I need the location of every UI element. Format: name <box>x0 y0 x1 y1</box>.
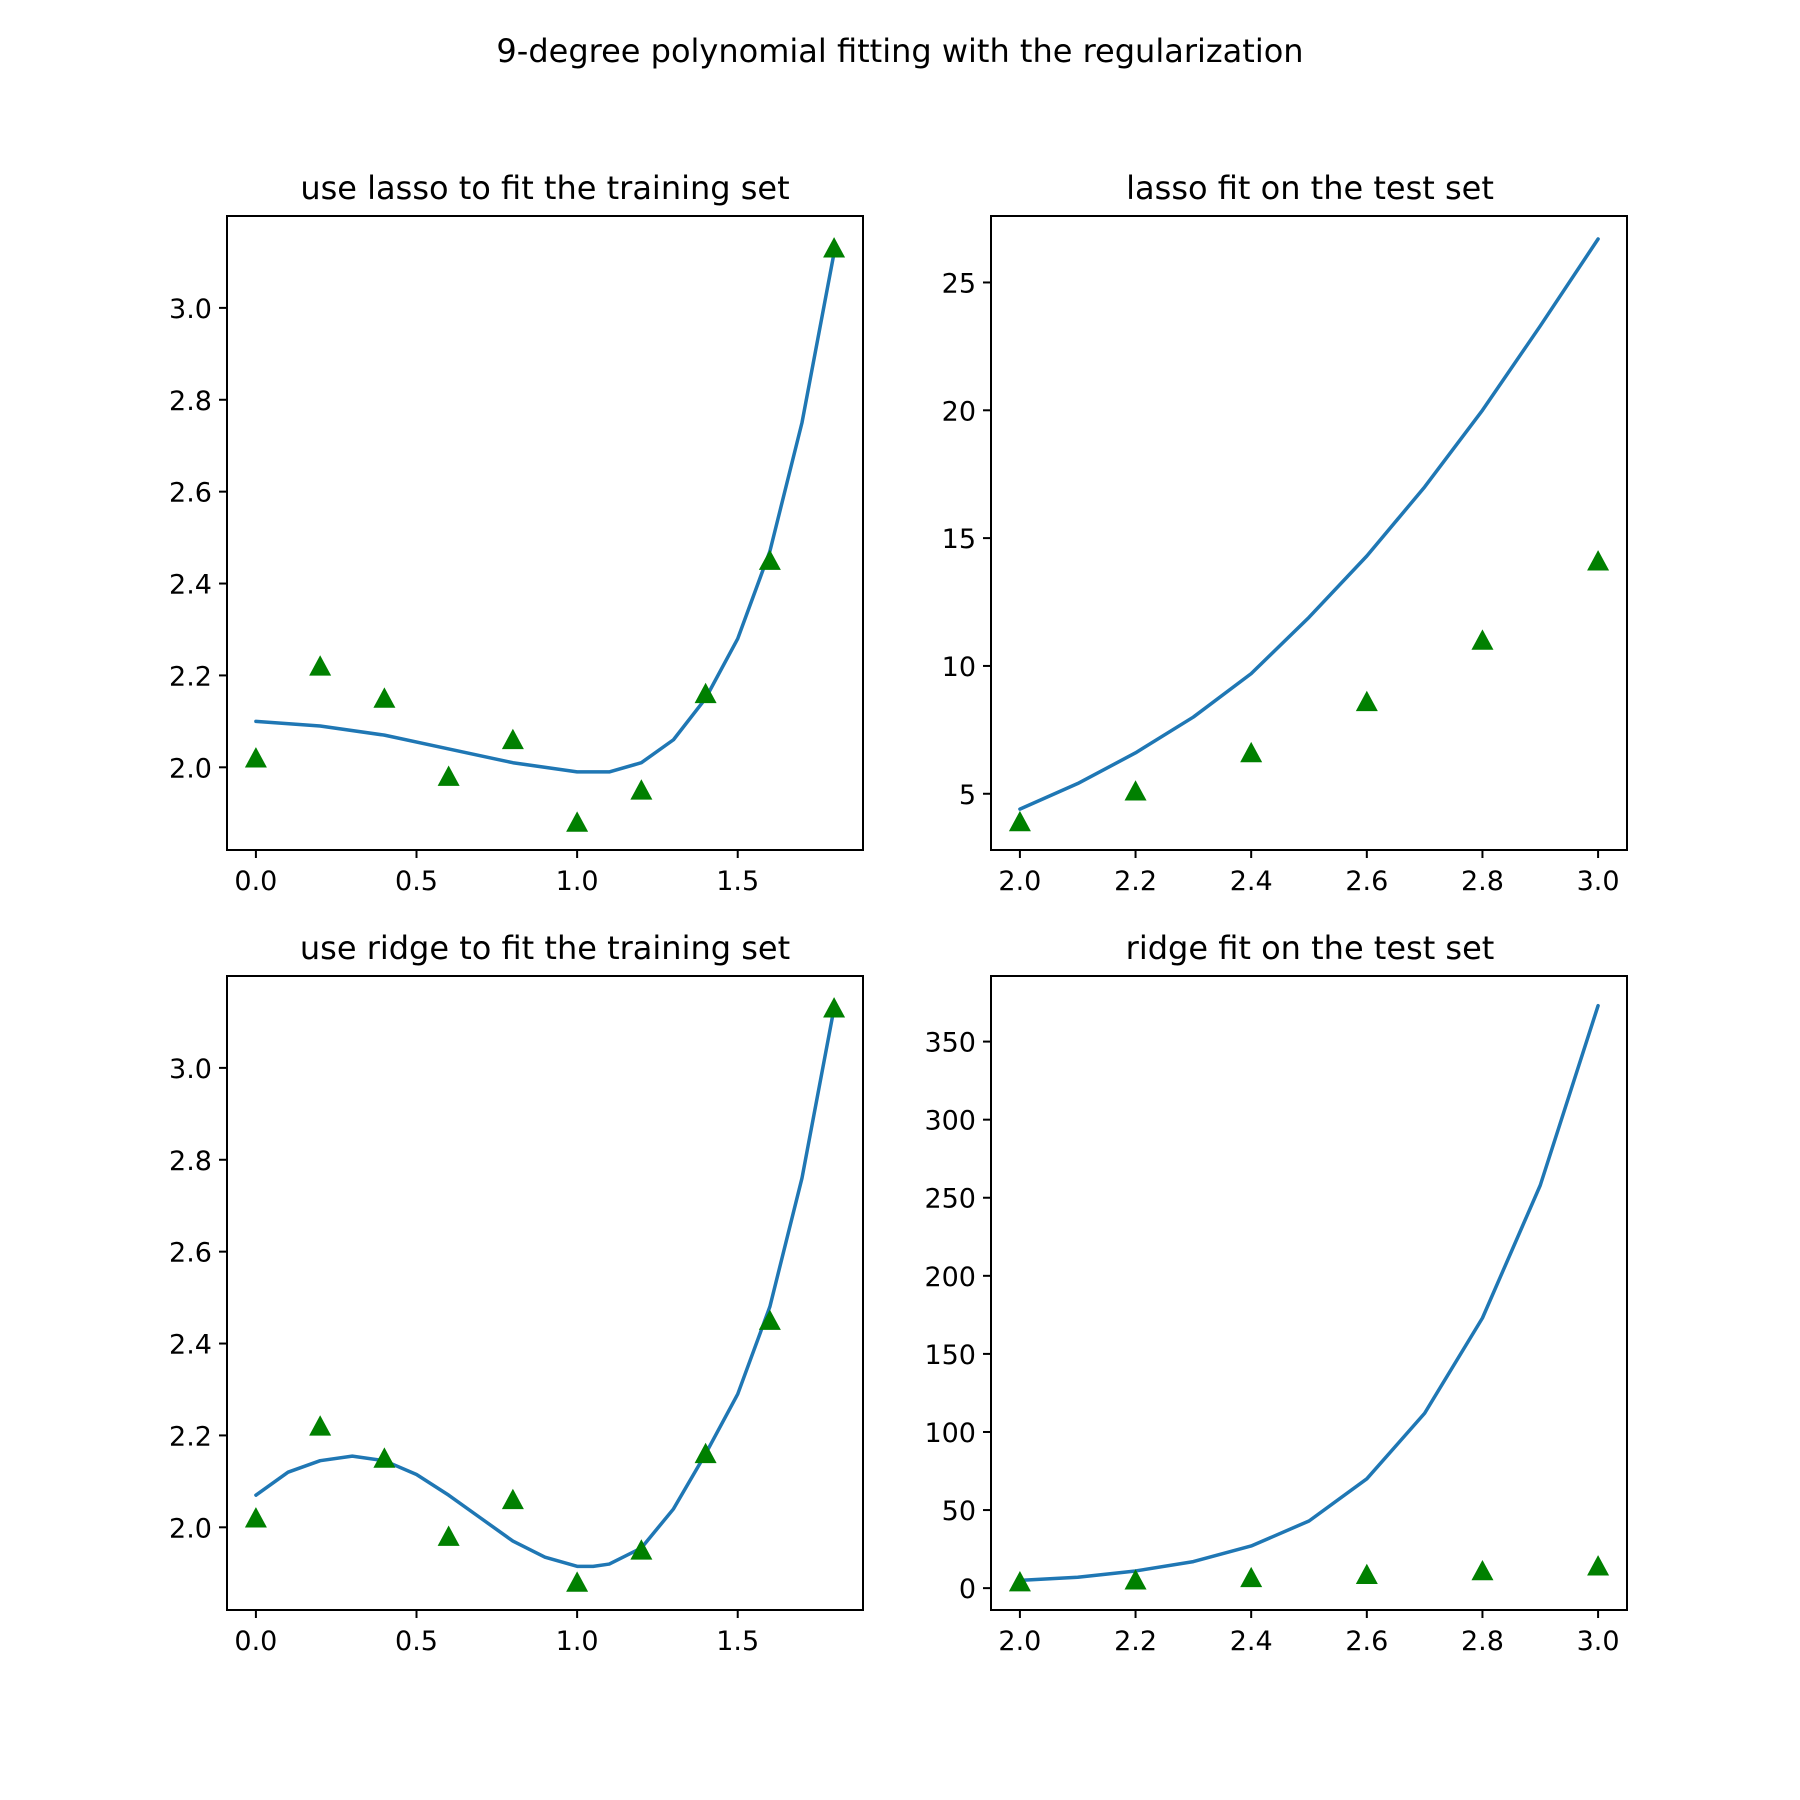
x-tick-label: 1.5 <box>716 866 759 897</box>
x-tick-label: 1.0 <box>556 866 599 897</box>
subplot-lasso-train: use lasso to fit the training set 0.0 0.5… <box>169 169 864 897</box>
data-point <box>823 237 846 258</box>
x-tick-label: 3.0 <box>1577 1626 1620 1657</box>
fit-curve <box>254 1006 836 1569</box>
data-point <box>309 1415 332 1436</box>
x-tick-label: 1.0 <box>556 1626 599 1657</box>
plot-area: 2.0 2.2 2.4 2.6 2.8 3.0 5 10 15 20 25 <box>942 215 1628 897</box>
data-point <box>1587 1555 1610 1576</box>
y-tick-label: 2.0 <box>169 1513 212 1544</box>
x-tick-label: 2.2 <box>1114 1626 1157 1657</box>
x-tick-label: 0.5 <box>395 1626 438 1657</box>
x-tick-label: 0.5 <box>395 866 438 897</box>
y-tick-label: 15 <box>942 524 976 555</box>
x-tick-label: 2.4 <box>1230 1626 1273 1657</box>
data-point <box>244 1507 267 1528</box>
data-point <box>1355 690 1378 712</box>
plot-area: 0.0 0.5 1.0 1.5 2.0 2.2 2.4 2.6 2.8 3.0 <box>169 215 864 897</box>
data-point <box>1124 780 1147 801</box>
y-tick-label: 50 <box>942 1496 976 1527</box>
plot-area: 2.0 2.2 2.4 2.6 2.8 3.0 0 50 100 150 200 250 300 350 <box>924 975 1628 1657</box>
data-point <box>566 811 589 832</box>
data-point <box>1124 1569 1147 1590</box>
y-tick-label: 2.0 <box>169 753 212 784</box>
y-tick-label: 2.2 <box>169 1421 212 1452</box>
subplot-title: lasso fit on the test set <box>1126 169 1494 207</box>
data-point <box>437 1525 460 1546</box>
y-tick-label: 10 <box>942 652 976 683</box>
data-point <box>630 1539 653 1560</box>
y-tick-label: 350 <box>924 1028 976 1059</box>
figure-title: 9-degree polynomial fitting with the reg… <box>496 32 1303 70</box>
y-tick-label: 2.2 <box>169 661 212 692</box>
data-point <box>1355 1563 1378 1585</box>
x-tick-label: 2.4 <box>1230 866 1273 897</box>
y-tick-label: 2.8 <box>169 386 212 417</box>
x-tick-label: 3.0 <box>1577 866 1620 897</box>
y-tick-label: 2.4 <box>169 570 212 601</box>
data-point <box>501 1488 524 1510</box>
y-tick-label: 3.0 <box>169 1054 212 1085</box>
subplot-lasso-test: lasso fit on the test set 2.0 2.2 2.4 2.6 2.… <box>942 169 1628 897</box>
subplot-title: use ridge to fit the training set <box>300 929 790 967</box>
data-point <box>1471 1559 1494 1581</box>
y-tick-label: 2.8 <box>169 1146 212 1177</box>
data-point <box>373 687 396 708</box>
y-tick-label: 2.6 <box>169 1238 212 1269</box>
x-tick-label: 2.8 <box>1461 866 1504 897</box>
data-point <box>1008 810 1031 832</box>
data-point <box>758 1309 781 1330</box>
y-tick-label: 300 <box>924 1106 976 1137</box>
x-tick-label: 0.0 <box>234 866 277 897</box>
y-tick-label: 3.0 <box>169 294 212 325</box>
y-tick-label: 2.6 <box>169 478 212 509</box>
axes-frame <box>990 975 1628 1611</box>
axes-frame <box>990 215 1628 851</box>
data-point <box>1240 1566 1263 1588</box>
data-point <box>566 1571 589 1592</box>
y-tick-label: 25 <box>942 268 976 299</box>
y-tick-label: 20 <box>942 396 976 427</box>
data-point <box>501 728 524 750</box>
plot-area: 0.0 0.5 1.0 1.5 2.0 2.2 2.4 2.6 2.8 3.0 <box>169 975 864 1657</box>
data-point <box>694 682 717 704</box>
subplot-title: use lasso to fit the training set <box>300 169 789 207</box>
data-point <box>1240 741 1263 763</box>
data-point <box>309 655 332 676</box>
x-tick-label: 2.6 <box>1345 1626 1388 1657</box>
fit-curve <box>1018 1003 1600 1583</box>
data-point <box>244 747 267 768</box>
x-tick-label: 2.2 <box>1114 866 1157 897</box>
y-tick-label: 150 <box>924 1340 976 1371</box>
subplot-title: ridge fit on the test set <box>1126 929 1495 967</box>
x-tick-label: 2.6 <box>1345 866 1388 897</box>
data-point <box>373 1447 396 1468</box>
data-point <box>1008 1571 1031 1592</box>
y-tick-label: 200 <box>924 1262 976 1293</box>
y-tick-label: 2.4 <box>169 1330 212 1361</box>
x-tick-label: 2.0 <box>998 866 1041 897</box>
data-point <box>758 549 781 570</box>
y-tick-label: 100 <box>924 1418 976 1449</box>
subplot-ridge-train: use ridge to fit the training set 0.0 0.5… <box>169 929 864 1657</box>
axes-frame <box>226 975 864 1611</box>
subplot-ridge-test: ridge fit on the test set 2.0 2.2 2.4 2.6 2.… <box>924 929 1628 1657</box>
x-tick-label: 2.0 <box>998 1626 1041 1657</box>
x-tick-label: 1.5 <box>716 1626 759 1657</box>
data-point <box>1587 550 1610 571</box>
data-point <box>694 1442 717 1464</box>
y-tick-label: 250 <box>924 1184 976 1215</box>
axes-frame <box>226 215 864 851</box>
data-point <box>630 779 653 800</box>
data-point <box>823 997 846 1018</box>
data-point <box>1471 629 1494 650</box>
fit-curve <box>1018 237 1600 811</box>
x-tick-label: 2.8 <box>1461 1626 1504 1657</box>
y-tick-label: 0 <box>959 1574 976 1605</box>
y-tick-label: 5 <box>959 780 976 811</box>
x-tick-label: 0.0 <box>234 1626 277 1657</box>
data-point <box>437 765 460 786</box>
